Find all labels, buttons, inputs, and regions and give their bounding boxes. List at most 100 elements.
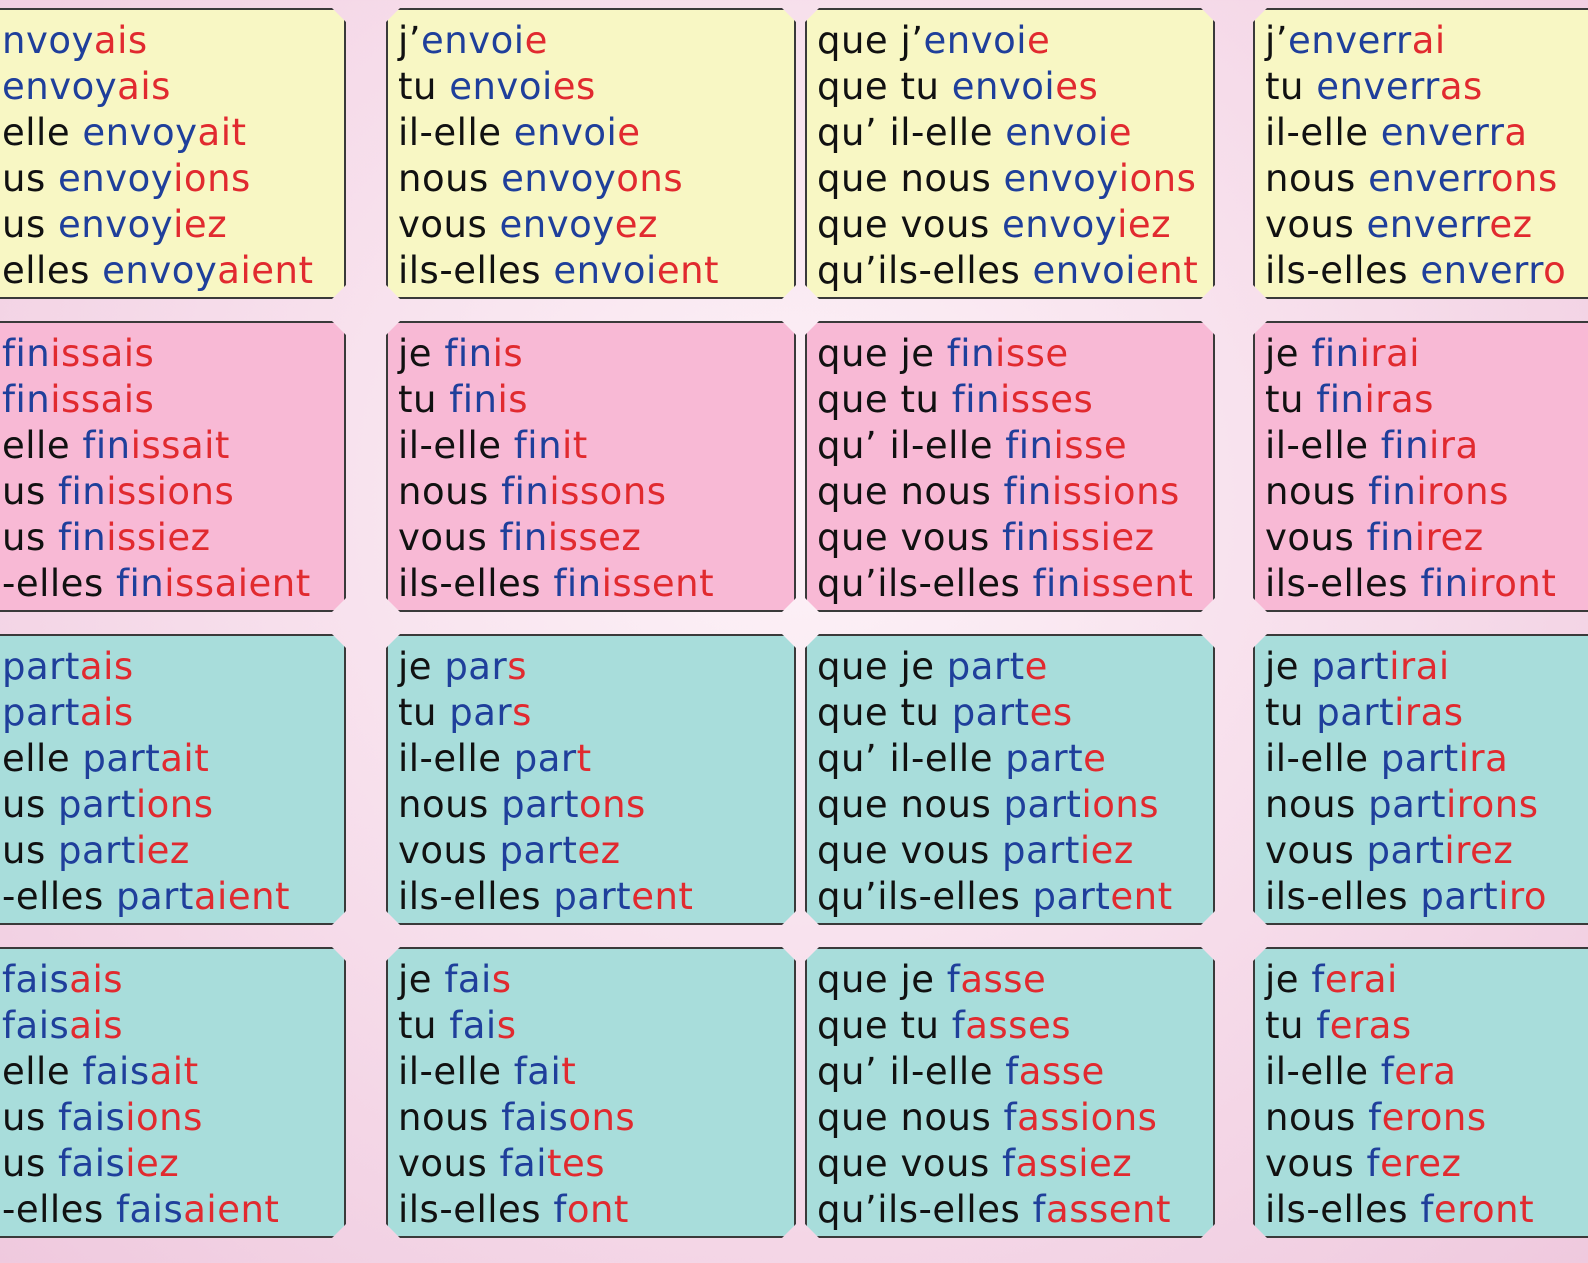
pronoun-text: tu — [398, 691, 450, 734]
pronoun-text: que j’ — [817, 19, 924, 62]
conjugation-line: tu fais — [398, 1003, 635, 1049]
conjugation-line: -elles faisaient — [2, 1187, 279, 1233]
stem-text: part — [115, 875, 194, 918]
pronoun-text: us — [2, 203, 58, 246]
pronoun-text: ils-elles — [1265, 875, 1421, 918]
ending-text: iez — [1079, 829, 1134, 872]
card-lines: que j’envoie que tu envoies qu’ il-elle en… — [817, 18, 1198, 294]
pronoun-text: us — [2, 1096, 58, 1139]
ending-text: ions — [1118, 157, 1197, 200]
stem-text: part — [82, 737, 161, 780]
ending-text: ions — [1081, 783, 1160, 826]
stem-text: nvoy — [2, 19, 94, 62]
conjugation-line: ils-elles finiront — [1265, 561, 1556, 607]
pronoun-text: il-elle — [398, 1050, 514, 1093]
conjugation-line: tu pars — [398, 690, 693, 736]
card-lines: que je fasse que tu fasses qu’ il-elle fas… — [817, 957, 1171, 1233]
stem-text: enverr — [1368, 157, 1491, 200]
stem-text: part — [553, 875, 632, 918]
conjugation-line: que nous finissions — [817, 469, 1193, 515]
conjugation-line: us faisions — [2, 1095, 279, 1141]
stem-text: par — [444, 645, 508, 688]
ending-text: ai — [1411, 19, 1446, 62]
ending-text: e — [1027, 19, 1051, 62]
card-lines: que je parte que tu partes qu’ il-elle par… — [817, 644, 1173, 920]
conjugation-line: ils-elles enverro — [1265, 248, 1566, 294]
ending-text: ions — [173, 157, 251, 200]
stem-text: fais — [2, 958, 70, 1001]
stem-text: f — [1420, 1188, 1434, 1231]
conjugation-line: que vous fassiez — [817, 1141, 1171, 1187]
conjugation-line: que j’envoie — [817, 18, 1198, 64]
card-lines: nvoyais envoyais elle envoyait us envoyions… — [2, 18, 313, 294]
pronoun-text: vous — [1265, 516, 1367, 559]
pronoun-text: il-elle — [398, 111, 514, 154]
pronoun-text: qu’ il-elle — [817, 737, 1006, 780]
ending-text: ent — [656, 249, 720, 292]
stem-text: par — [449, 691, 513, 734]
conjugation-line: qu’ il-elle finisse — [817, 423, 1193, 469]
stem-text: fais — [58, 1142, 126, 1185]
pronoun-text: il-elle — [1265, 737, 1381, 780]
pronoun-text: -elles — [2, 875, 116, 918]
pronoun-text: il-elle — [398, 737, 514, 780]
stem-text: fai — [513, 1050, 562, 1093]
stem-text: part — [2, 691, 80, 734]
conjugation-line: nous finissons — [398, 469, 714, 515]
conjugation-line: que tu finisses — [817, 377, 1193, 423]
conjugation-line: nvoyais — [2, 18, 313, 64]
conjugation-card-r2-c1: je pars tu pars il-elle part nous partons vo… — [386, 634, 796, 925]
pronoun-text: que tu — [817, 1004, 952, 1047]
stem-text: fin — [1368, 470, 1417, 513]
stem-text: envoy — [2, 65, 118, 108]
ending-text: assiez — [1015, 1142, 1133, 1185]
pronoun-text: nous — [1265, 1096, 1369, 1139]
stem-text: fais — [58, 1096, 126, 1139]
ending-text: as — [1439, 65, 1483, 108]
pronoun-text: tu — [398, 1004, 450, 1047]
pronoun-text: ils-elles — [1265, 249, 1421, 292]
ending-text: erez — [1380, 1142, 1462, 1185]
stem-text: part — [946, 645, 1025, 688]
pronoun-text: tu — [398, 378, 450, 421]
conjugation-line: j’enverrai — [1265, 18, 1566, 64]
stem-text: enverr — [1380, 111, 1505, 154]
ending-text: iras — [1364, 378, 1434, 421]
stem-text: f — [946, 958, 961, 1001]
ending-text: issiez — [106, 516, 211, 559]
stem-text: part — [1311, 645, 1390, 688]
card-lines: je ferai tu feras il-elle fera nous ferons v… — [1265, 957, 1534, 1233]
ending-text: ira — [1458, 737, 1509, 780]
ending-text: issais — [50, 378, 155, 421]
conjugation-line: que tu envoies — [817, 64, 1198, 110]
pronoun-text: us — [2, 516, 58, 559]
conjugation-line: vous partez — [398, 828, 693, 874]
conjugation-line: faisais — [2, 1003, 279, 1049]
ending-text: s — [507, 645, 527, 688]
stem-text: fin — [1380, 424, 1430, 467]
stem-text: envoy — [1001, 203, 1118, 246]
stem-text: fin — [1001, 516, 1051, 559]
stem-text: fin — [444, 332, 493, 375]
ending-text: e — [1024, 645, 1048, 688]
ending-text: aient — [193, 875, 291, 918]
conjugation-line: ils-elles font — [398, 1187, 635, 1233]
conjugation-card-r1-c3: je finirai tu finiras il-elle finira nous f… — [1253, 321, 1588, 612]
pronoun-text: tu — [398, 65, 450, 108]
conjugation-card-r0-c3: j’enverrai tu enverras il-elle enverra nous… — [1253, 8, 1588, 299]
conjugation-line: nous enverrons — [1265, 156, 1566, 202]
pronoun-text: elle — [2, 111, 83, 154]
conjugation-line: il-elle fera — [1265, 1049, 1534, 1095]
conjugation-card-r1-c1: je finis tu finis il-elle finit nous finiss… — [386, 321, 796, 612]
pronoun-text: il-elle — [1265, 424, 1381, 467]
conjugation-card-r1-c0: finissais finissais elle finissait us finis… — [0, 321, 346, 612]
conjugation-line: vous finirez — [1265, 515, 1556, 561]
ending-text: iez — [135, 829, 190, 872]
stem-text: envoy — [499, 203, 615, 246]
ending-text: ez — [1489, 203, 1533, 246]
stem-text: envoy — [82, 111, 198, 154]
stem-text: part — [1368, 783, 1446, 826]
conjugation-line: que nous envoyions — [817, 156, 1198, 202]
ending-text: erai — [1324, 958, 1398, 1001]
stem-text: f — [1380, 1050, 1395, 1093]
